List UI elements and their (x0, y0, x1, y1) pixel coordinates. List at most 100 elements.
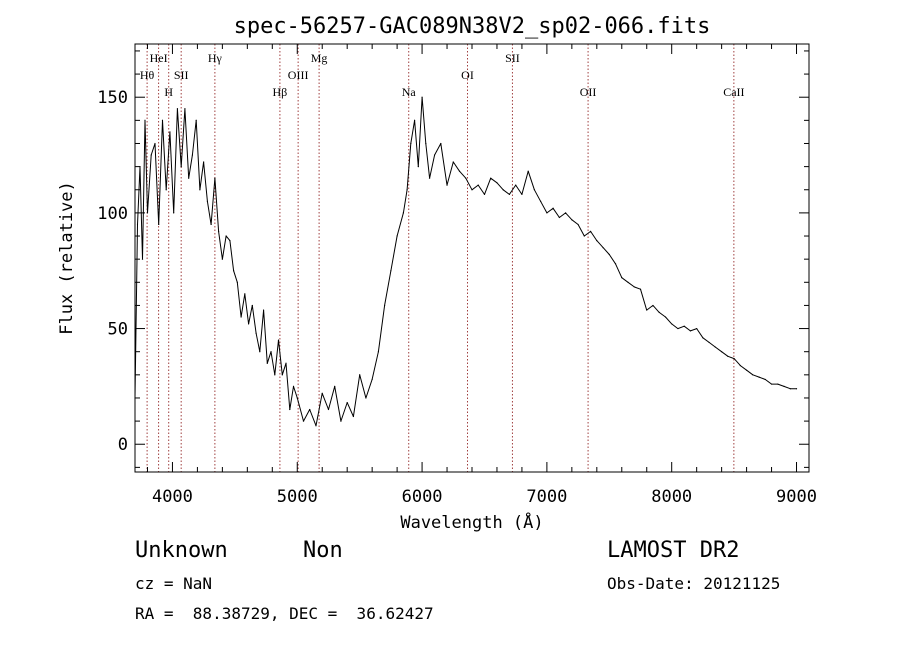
line-marker-label-4: Hγ (208, 51, 223, 65)
data-point (471, 189, 473, 191)
data-point (188, 177, 190, 179)
object-class: Unknown (135, 538, 228, 563)
data-point (733, 358, 735, 360)
data-point (352, 415, 355, 418)
data-point (639, 288, 642, 290)
data-point (302, 420, 305, 422)
data-point (417, 166, 419, 168)
data-point (158, 223, 160, 226)
x-axis-label: Wavelength (Å) (400, 511, 543, 533)
x-tick-label: 6000 (402, 487, 443, 507)
x-tick-label: 7000 (526, 487, 567, 507)
data-point (274, 374, 276, 376)
line-marker-label-6: OIII (288, 68, 309, 82)
data-point (490, 177, 492, 179)
data-point (334, 385, 336, 387)
data-point (340, 420, 342, 422)
data-point (764, 378, 766, 381)
data-point (206, 200, 208, 202)
data-point (165, 189, 167, 191)
data-point (783, 385, 785, 387)
data-point (251, 304, 253, 307)
data-point (602, 246, 604, 249)
data-point (410, 142, 412, 145)
data-point (502, 189, 504, 191)
data-point (777, 383, 779, 385)
data-point (696, 327, 698, 330)
data-point (277, 339, 280, 341)
x-tick-label: 9000 (776, 487, 817, 507)
survey-name: LAMOST DR2 (607, 538, 740, 563)
data-point (739, 364, 741, 367)
line-marker-label-7: Mg (311, 51, 328, 65)
data-point (727, 355, 729, 357)
data-point (244, 293, 246, 295)
line-marker-label-10: SII (505, 51, 520, 65)
data-point (664, 316, 667, 318)
data-point (315, 425, 317, 427)
axes: 4000 5000 6000 7000 8000 9000 0 50 100 150 (97, 44, 817, 507)
data-point (483, 193, 486, 195)
data-point (292, 385, 295, 387)
line-marker-label-11: OII (580, 85, 597, 99)
data-point (236, 281, 238, 283)
plot-frame (134, 43, 810, 473)
line-marker-label-9: OI (461, 68, 474, 82)
data-point (225, 235, 227, 237)
y-tick-label: 150 (97, 88, 128, 108)
y-tick-label: 0 (118, 435, 128, 455)
data-point (402, 212, 404, 214)
data-point (413, 119, 416, 121)
data-point (321, 392, 323, 394)
data-point (683, 325, 685, 327)
data-point (270, 351, 272, 353)
data-point (191, 154, 194, 156)
data-point (795, 388, 798, 390)
data-point (259, 351, 261, 353)
data-point (229, 240, 231, 242)
data-point (702, 337, 704, 339)
y-axis-label: Flux (relative) (57, 181, 77, 335)
data-point (496, 182, 498, 184)
data-point (614, 263, 617, 265)
data-point (233, 270, 235, 272)
data-point (285, 362, 287, 364)
data-point (758, 376, 760, 378)
line-marker-label-5: Hβ (273, 85, 288, 99)
data-point (365, 397, 367, 399)
data-point (752, 374, 754, 376)
data-point (515, 184, 517, 186)
data-point (195, 119, 197, 121)
data-point (646, 309, 648, 311)
data-point (390, 270, 392, 272)
data-point (428, 177, 431, 179)
data-point (214, 177, 216, 179)
data-point (608, 253, 610, 256)
data-point (745, 369, 748, 371)
x-tick-label: 5000 (277, 487, 318, 507)
data-point (146, 212, 149, 214)
data-point (161, 119, 164, 121)
data-point (583, 235, 585, 237)
data-point (527, 170, 529, 172)
data-point (446, 184, 448, 186)
data-point (633, 286, 635, 288)
data-point (714, 346, 716, 348)
line-marker-label-1: HeI (150, 51, 168, 65)
data-point (689, 330, 692, 332)
data-point (465, 177, 467, 179)
data-point (136, 223, 139, 226)
data-point (440, 142, 442, 145)
data-point (169, 131, 171, 133)
data-point (255, 332, 257, 334)
data-point (266, 362, 268, 364)
data-point (770, 383, 773, 385)
data-point (218, 230, 220, 232)
data-point (199, 189, 201, 191)
data-point (176, 108, 179, 110)
data-point (452, 161, 454, 163)
data-point (677, 327, 679, 330)
data-point (180, 166, 182, 168)
